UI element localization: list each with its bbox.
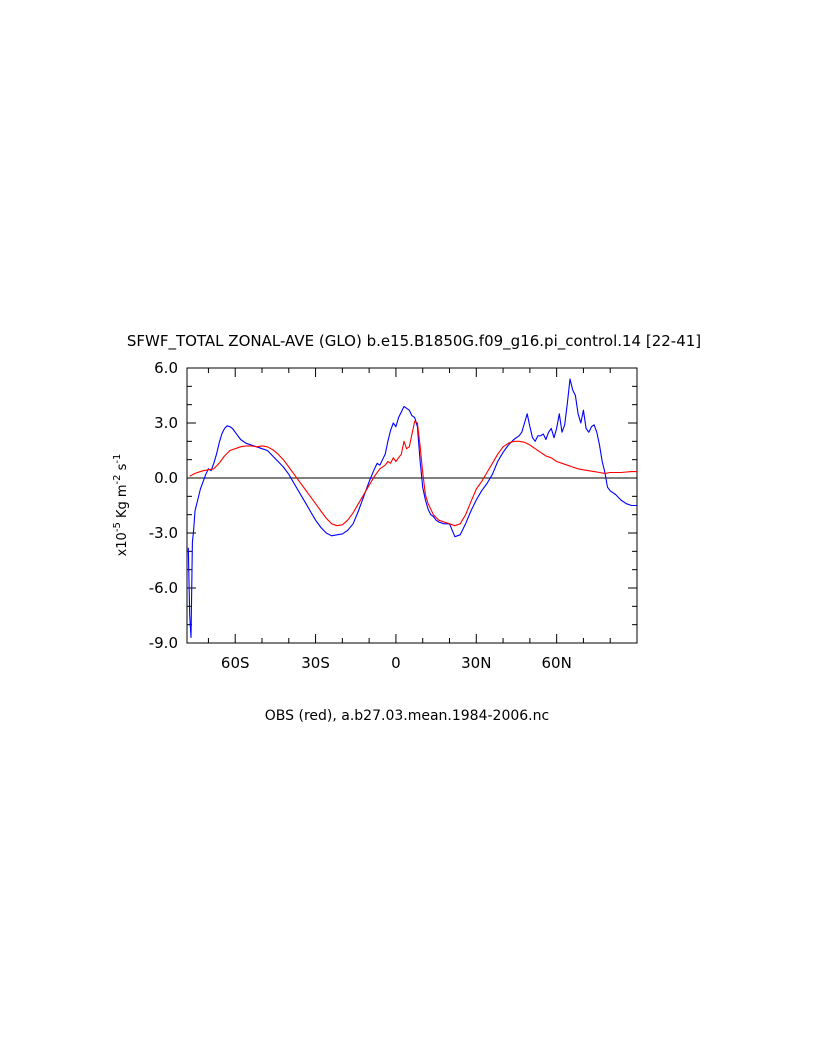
ylabel-unit2: s bbox=[115, 463, 130, 474]
y-axis-label: x10-5 Kg m-2 s-1 bbox=[112, 454, 130, 557]
x-tick-label: 0 bbox=[391, 654, 401, 672]
tick-marks bbox=[187, 367, 637, 644]
chart-title: SFWF_TOTAL ZONAL-AVE (GLO) b.e15.B1850G.… bbox=[127, 332, 701, 351]
y-tick-label: -3.0 bbox=[149, 524, 178, 542]
y-tick-label: 3.0 bbox=[154, 414, 178, 432]
x-tick-label: 30N bbox=[461, 654, 491, 672]
plot-area bbox=[186, 367, 638, 644]
y-tick-labels: 6.0 3.0 0.0 -3.0 -6.0 -9.0 bbox=[149, 359, 178, 652]
y-tick-label: 0.0 bbox=[154, 469, 178, 487]
y-tick-label: 6.0 bbox=[154, 359, 178, 377]
x-tick-label: 60S bbox=[221, 654, 250, 672]
y-tick-label: -6.0 bbox=[149, 579, 178, 597]
x-tick-label: 60N bbox=[541, 654, 571, 672]
series-line-1 bbox=[187, 378, 637, 639]
plot-frame bbox=[186, 367, 638, 644]
series-line-2 bbox=[189, 420, 637, 527]
ylabel-exp: -5 bbox=[112, 522, 123, 532]
x-tick-labels: 60S 30S 0 30N 60N bbox=[221, 654, 572, 672]
ylabel-prefix: x10 bbox=[115, 532, 130, 556]
x-axis-label: OBS (red), a.b27.03.mean.1984-2006.nc bbox=[265, 708, 549, 724]
ylabel-exp3: -1 bbox=[112, 454, 123, 464]
ylabel-exp2: -2 bbox=[112, 474, 123, 484]
x-tick-label: 30S bbox=[301, 654, 330, 672]
series-layer bbox=[187, 378, 637, 639]
y-tick-label: -9.0 bbox=[149, 634, 178, 652]
ylabel-unit1: Kg m bbox=[115, 484, 130, 522]
